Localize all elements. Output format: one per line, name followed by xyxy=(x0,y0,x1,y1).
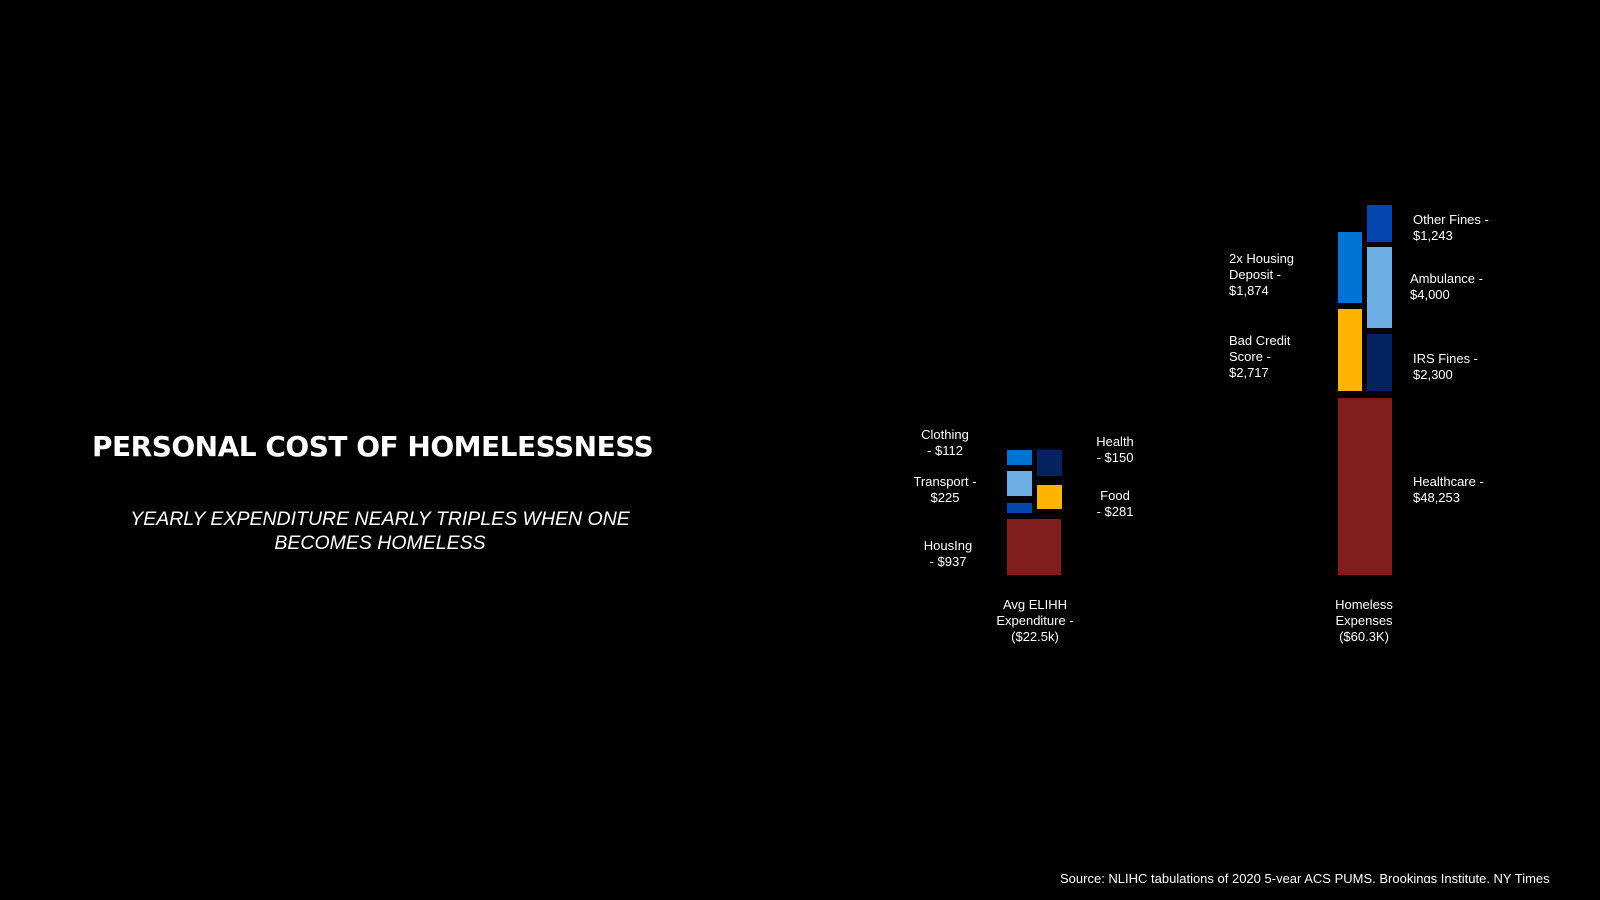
bar-segment-elihh-4 xyxy=(1037,450,1062,476)
bar-segment-elihh-2 xyxy=(1007,450,1032,465)
bar-segment-homeless-0 xyxy=(1338,398,1392,575)
bar-segment-elihh-1 xyxy=(1007,471,1032,496)
segment-label-homeless-1: Bad Credit Score -$2,717 xyxy=(1229,333,1291,380)
bar-segment-homeless-4 xyxy=(1367,247,1392,328)
bar-segment-elihh-0 xyxy=(1007,519,1061,575)
category-label-elihh: Avg ELIHH Expenditure -($22.5k) xyxy=(996,597,1073,644)
bar-segment-elihh-5 xyxy=(1007,503,1032,513)
page-title: PERSONAL COST OF HOMELESSNESS xyxy=(92,430,654,463)
source-note: Source: NLIHC tabulations of 2020 5-year… xyxy=(1060,871,1550,883)
segment-label-elihh-2: Clothing - $112 xyxy=(921,427,969,458)
segment-label-homeless-0: Healthcare -$48,253 xyxy=(1413,474,1484,505)
bar-segment-homeless-3 xyxy=(1367,334,1392,391)
segment-label-elihh-0: HousIng - $937 xyxy=(924,538,972,569)
category-label-homeless: Homeless Expenses ($60.3K) xyxy=(1335,597,1393,644)
segment-label-elihh-4: Health - $150 xyxy=(1096,434,1134,465)
bar-segment-elihh-3 xyxy=(1037,485,1062,509)
segment-label-elihh-3: Food - $281 xyxy=(1097,488,1134,519)
page-subtitle: YEARLY EXPENDITURE NEARLY TRIPLES WHEN O… xyxy=(130,508,630,554)
bar-segment-homeless-1 xyxy=(1338,309,1362,391)
bar-segment-homeless-2 xyxy=(1338,232,1362,303)
segment-label-homeless-2: 2x Housing Deposit -$1,874 xyxy=(1229,251,1294,298)
segment-label-elihh-1: Transport -$225 xyxy=(913,474,976,505)
segment-label-homeless-5: Other Fines -$1,243 xyxy=(1413,212,1489,243)
bar-segment-homeless-5 xyxy=(1367,205,1392,242)
segment-label-homeless-4: Ambulance -$4,000 xyxy=(1410,271,1483,302)
segment-label-homeless-3: IRS Fines -$2,300 xyxy=(1413,351,1478,382)
